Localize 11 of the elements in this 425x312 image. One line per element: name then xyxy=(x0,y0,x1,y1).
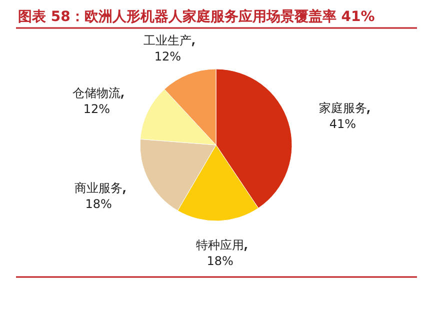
slice-label: 家庭服务 xyxy=(318,101,367,116)
data-label: 41% xyxy=(329,117,356,132)
slice-label: 工业生产 xyxy=(144,33,192,48)
slice-label: 特种应用 xyxy=(196,238,244,252)
data-label: 18% xyxy=(206,254,234,268)
data-label: 18% xyxy=(85,197,112,212)
slice-label: 商业服务 xyxy=(74,181,123,196)
slice-label: 仓储物流 xyxy=(72,86,121,100)
chart-title: 图表 58：欧洲人形机器人家庭服务应用场景覆盖率 41% xyxy=(18,8,375,25)
data-label: 12% xyxy=(83,102,110,116)
data-label: 12% xyxy=(154,49,182,64)
